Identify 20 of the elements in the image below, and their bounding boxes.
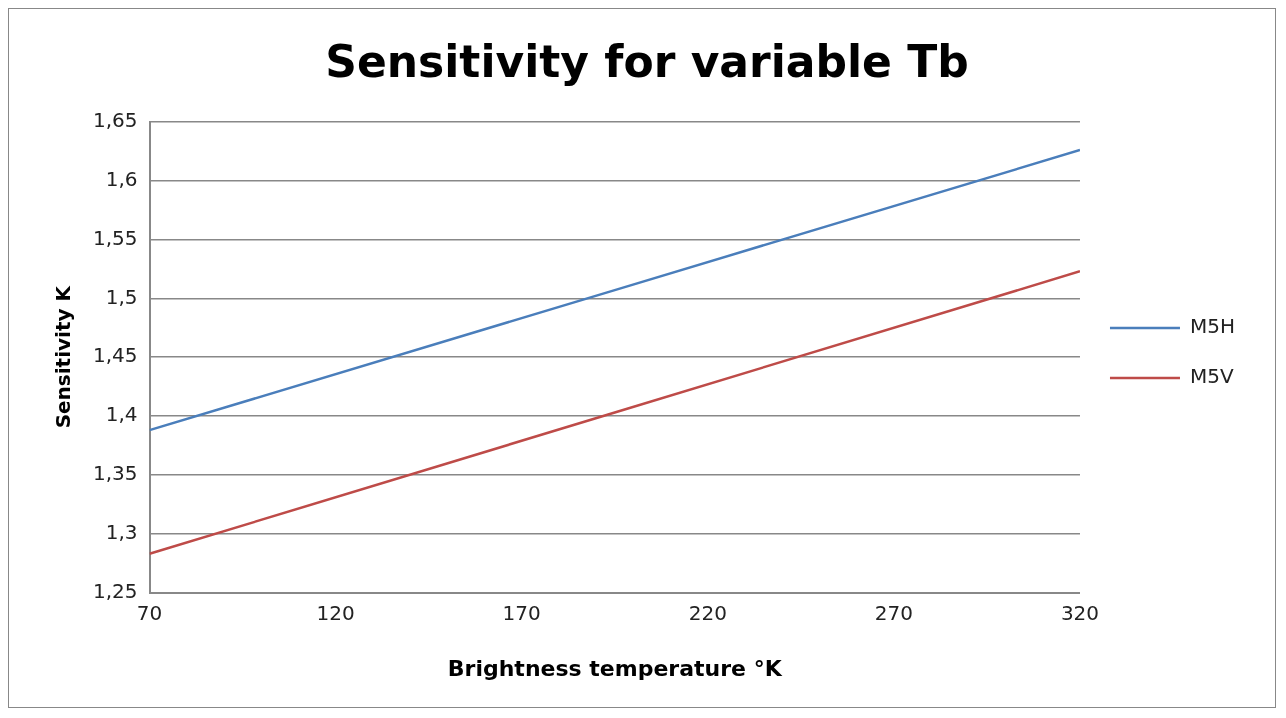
legend-label: M5V [1189, 364, 1234, 389]
y-tick-label: 1,45 [93, 343, 138, 368]
y-tick-label: 1,6 [105, 166, 138, 191]
x-tick-label: 220 [688, 600, 727, 625]
y-tick-label: 1,4 [105, 402, 138, 427]
x-tick-label: 270 [874, 600, 913, 625]
x-axis-title: Brightness temperature °K [447, 655, 783, 681]
chart-title: Sensitivity for variable Tb [325, 35, 969, 87]
x-tick-label: 320 [1060, 600, 1100, 625]
x-tick-label: 120 [316, 600, 355, 625]
y-tick-label: 1,3 [105, 519, 138, 544]
y-tick-label: 1,35 [93, 461, 138, 486]
x-tick-label: 70 [136, 600, 163, 625]
y-tick-label: 1,65 [93, 108, 138, 132]
legend-label: M5H [1189, 314, 1236, 339]
x-tick-label: 170 [502, 600, 541, 625]
y-tick-label: 1,25 [93, 578, 138, 603]
y-tick-label: 1,5 [105, 284, 138, 309]
y-axis-title: Sensitivity K [51, 284, 76, 429]
y-tick-label: 1,55 [93, 225, 138, 250]
